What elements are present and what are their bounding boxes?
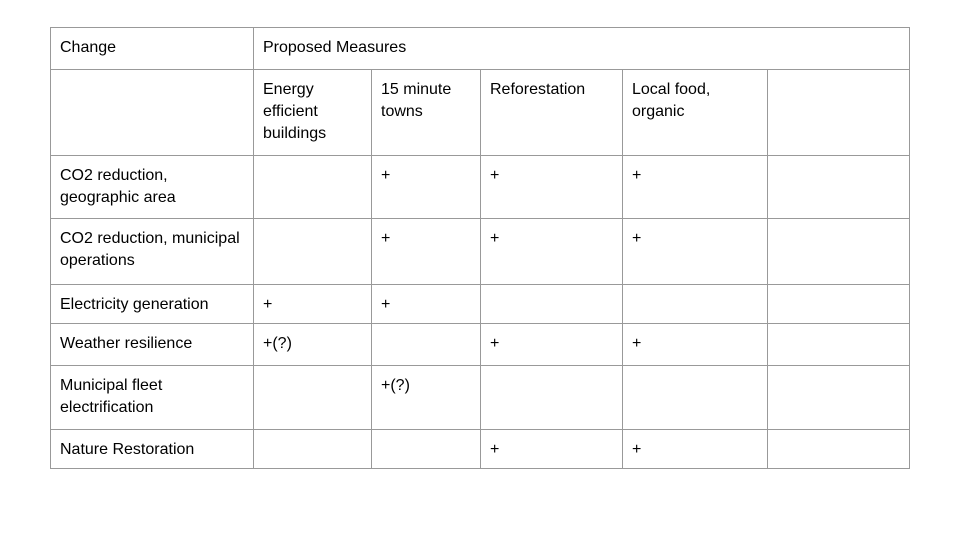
matrix-cell — [371, 429, 481, 469]
matrix-cell — [766, 284, 911, 324]
matrix-cell — [253, 365, 372, 430]
matrix-cell — [766, 218, 911, 285]
empty-header-cell — [50, 69, 254, 156]
matrix-cell — [622, 365, 768, 430]
matrix-cell: + — [622, 429, 768, 469]
matrix-cell: + — [480, 429, 623, 469]
measure-column-header: Local food, organic — [622, 69, 768, 156]
change-label-cell: Electricity generation — [50, 284, 254, 324]
change-label-cell: Weather resilience — [50, 323, 254, 366]
table-row: Nature Restoration + + — [50, 429, 911, 469]
matrix-cell — [253, 218, 372, 285]
matrix-cell — [766, 323, 911, 366]
change-label-cell: CO2 reduction, municipal operations — [50, 218, 254, 285]
measures-matrix-table: Change Proposed Measures Energy efficien… — [50, 27, 911, 469]
matrix-cell — [371, 323, 481, 366]
matrix-cell — [253, 155, 372, 219]
matrix-cell: + — [480, 218, 623, 285]
header-row-measures: Energy efficient buildings 15 minute tow… — [50, 69, 911, 156]
change-label-cell: CO2 reduction, geographic area — [50, 155, 254, 219]
change-label-cell: Municipal fleet electrification — [50, 365, 254, 430]
matrix-cell — [253, 429, 372, 469]
matrix-cell — [480, 365, 623, 430]
matrix-cell: +(?) — [253, 323, 372, 366]
matrix-cell — [766, 365, 911, 430]
corner-header-cell: Change — [50, 27, 254, 70]
matrix-cell: + — [253, 284, 372, 324]
matrix-cell: + — [371, 155, 481, 219]
matrix-cell — [622, 284, 768, 324]
matrix-cell: + — [371, 284, 481, 324]
table-row: Electricity generation + + — [50, 284, 911, 324]
measure-column-header: Reforestation — [480, 69, 623, 156]
matrix-cell — [480, 284, 623, 324]
matrix-cell: + — [480, 323, 623, 366]
matrix-cell: + — [480, 155, 623, 219]
table-row: CO2 reduction, municipal operations + + … — [50, 218, 911, 285]
measure-column-header: Energy efficient buildings — [253, 69, 372, 156]
header-row-group: Change Proposed Measures — [50, 27, 911, 70]
table-row: Municipal fleet electrification +(?) — [50, 365, 911, 430]
table-row: CO2 reduction, geographic area + + + — [50, 155, 911, 219]
matrix-cell: + — [622, 323, 768, 366]
matrix-cell — [766, 429, 911, 469]
matrix-cell: + — [622, 218, 768, 285]
matrix-cell: + — [622, 155, 768, 219]
table-row: Weather resilience +(?) + + — [50, 323, 911, 366]
change-label-cell: Nature Restoration — [50, 429, 254, 469]
measure-column-header: 15 minute towns — [371, 69, 481, 156]
matrix-cell: +(?) — [371, 365, 481, 430]
measure-column-header — [766, 69, 911, 156]
group-header-cell: Proposed Measures — [252, 27, 911, 70]
matrix-cell — [766, 155, 911, 219]
matrix-cell: + — [371, 218, 481, 285]
